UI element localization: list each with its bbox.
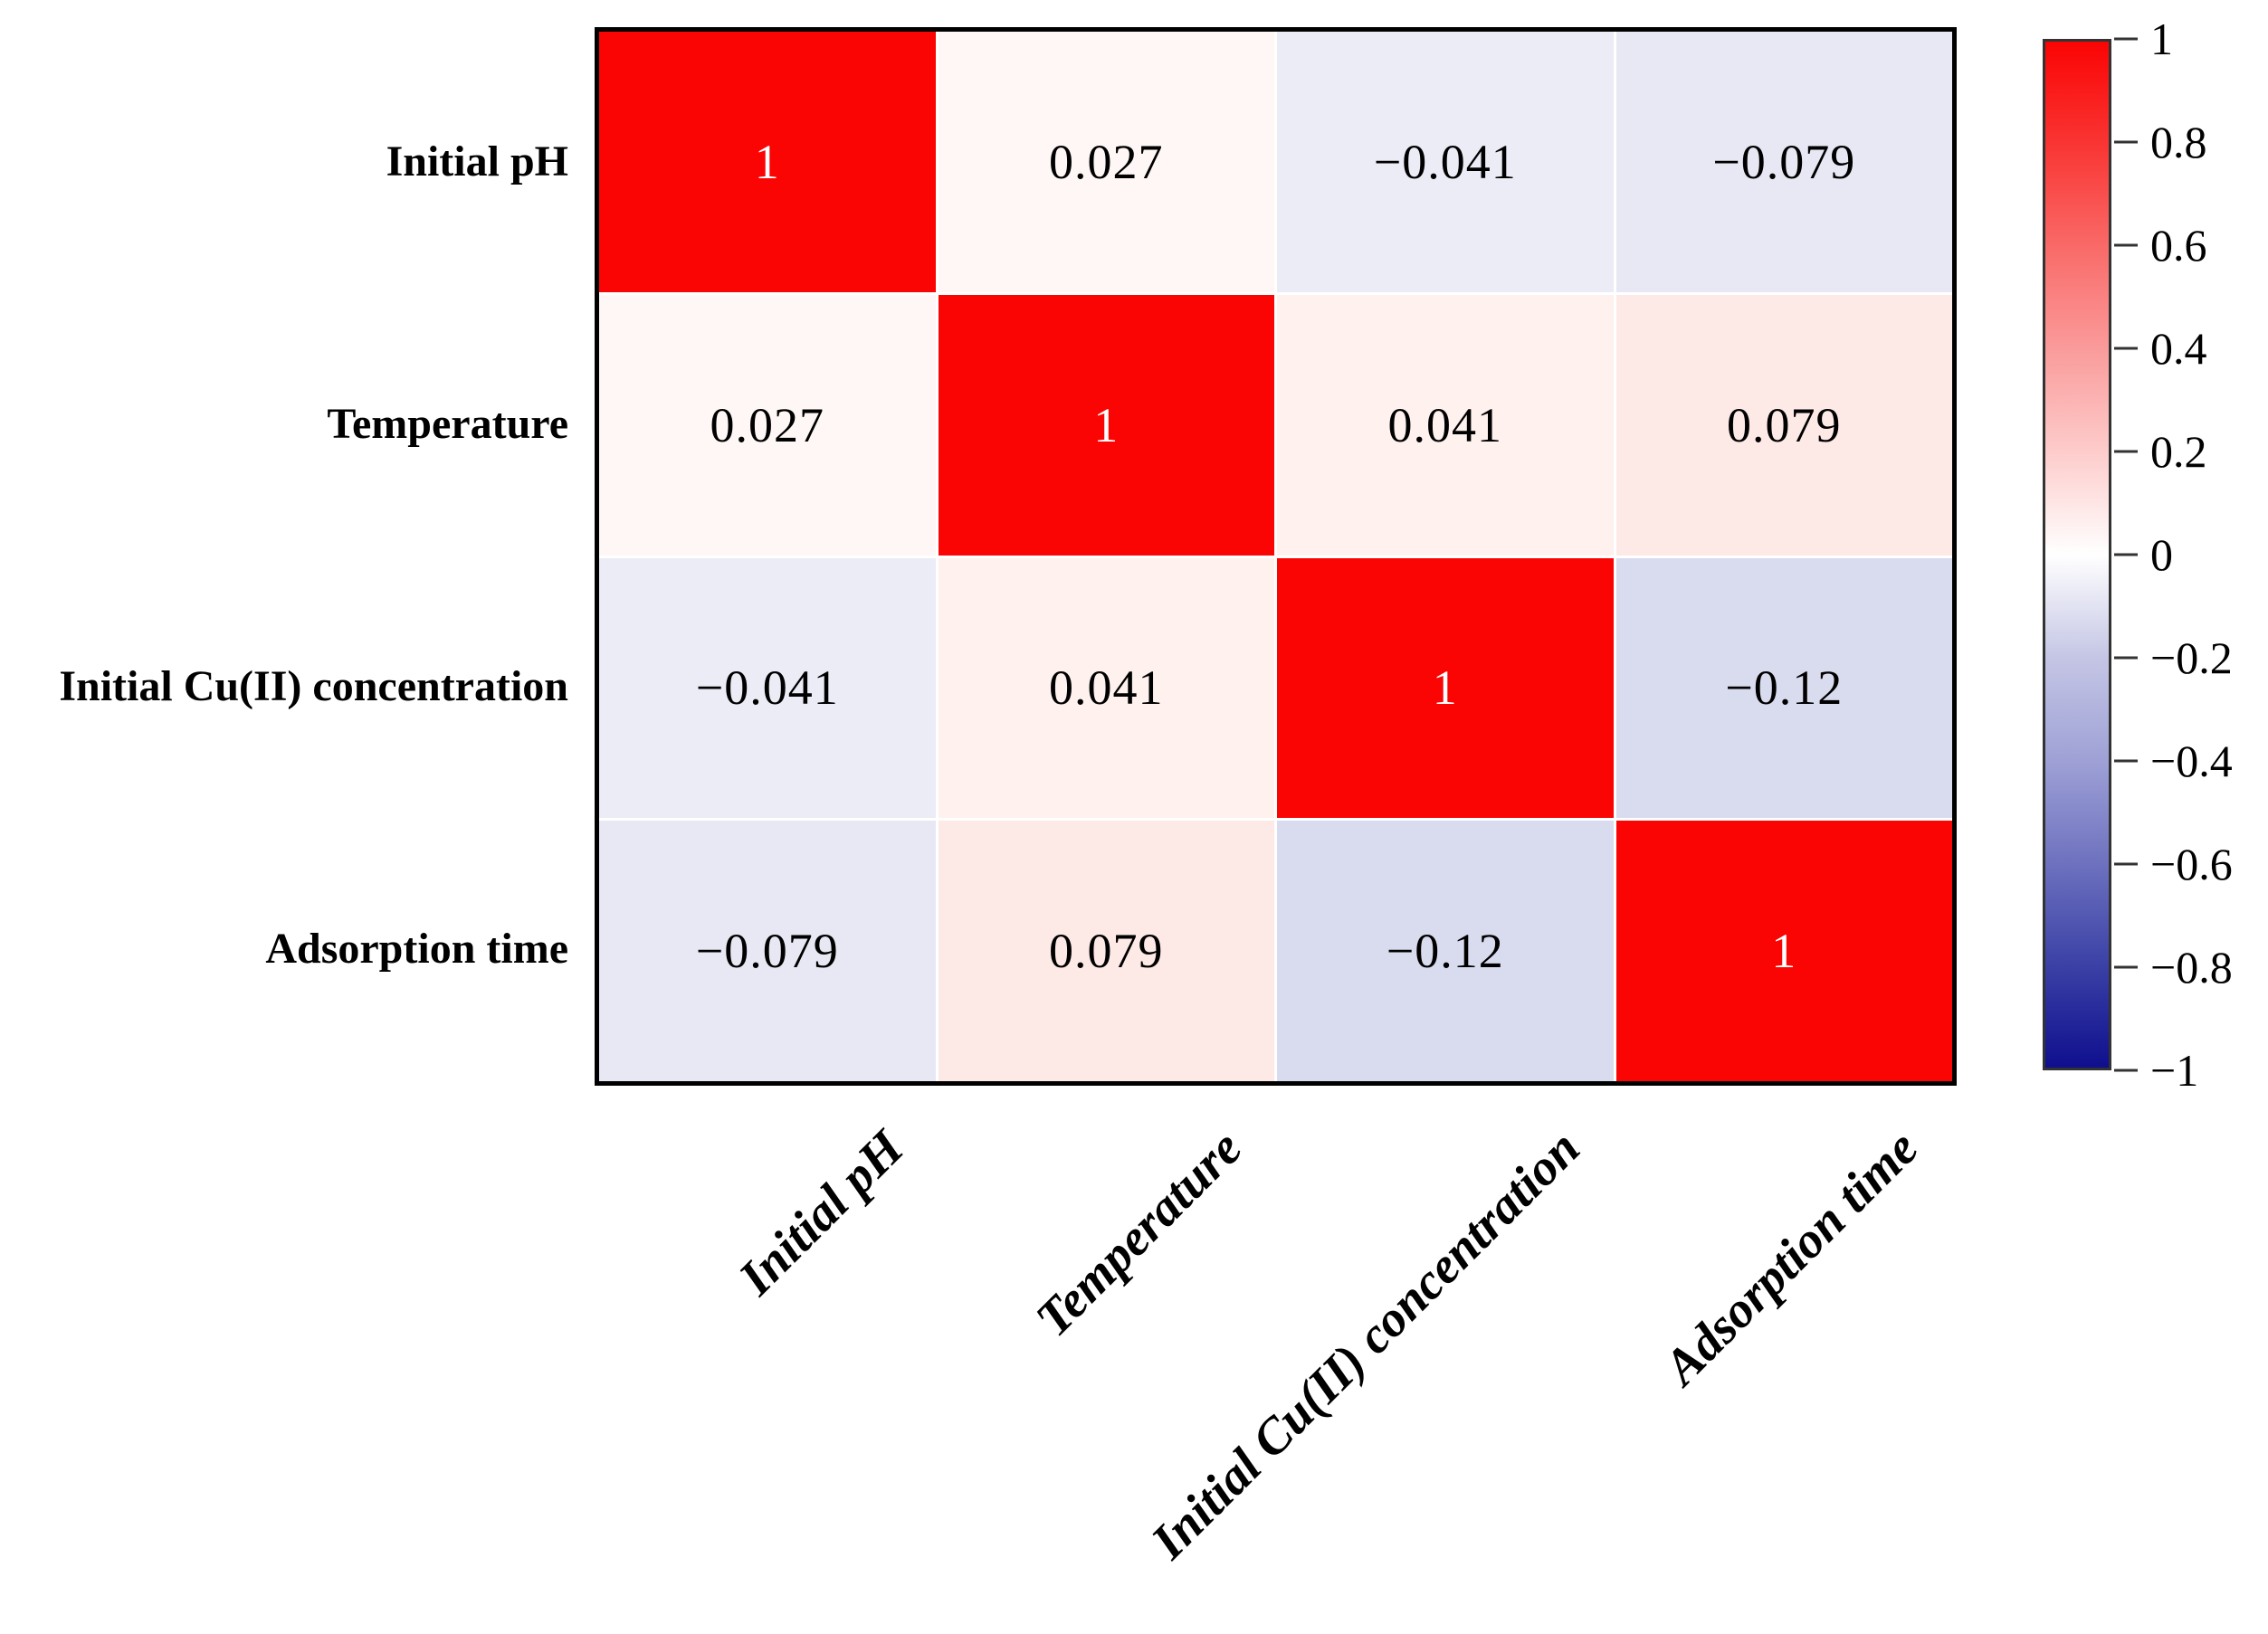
cell-value: 1 [1093,397,1120,452]
colorbar-tick-label: 0.6 [2150,220,2207,271]
y-axis-label: Temperature [327,400,568,449]
heatmap-grid: 1 0.027 −0.041 −0.079 0.027 1 0.041 0.079 −0.041… [595,27,1957,1086]
cell-value: 0.041 [1387,397,1502,452]
colorbar-tick [2114,656,2138,660]
heatmap-cell: −0.041 [1277,32,1614,292]
cell-value: 0.027 [710,397,824,452]
colorbar-tick [2114,450,2138,453]
heatmap-cell: 1 [599,32,936,292]
colorbar-tick-label: −0.2 [2150,632,2233,683]
colorbar-tick [2114,862,2138,866]
colorbar-tick [2114,1069,2138,1072]
colorbar-tick [2114,243,2138,247]
heatmap-cell: −0.12 [1615,557,1952,819]
cell-value: −0.079 [1712,134,1856,189]
heatmap-cell: 1 [1277,557,1614,819]
colorbar-tick-label: −0.6 [2150,839,2233,889]
heatmap-cell: 0.041 [1277,294,1614,556]
x-axis-label: Adsorption time [1653,1119,1930,1396]
heatmap-cell: 0.041 [938,557,1274,819]
heatmap-cell: 0.079 [1615,294,1952,556]
cell-value: 0.027 [1049,134,1164,189]
y-axis-label: Adsorption time [265,925,568,974]
colorbar-tick [2114,759,2138,763]
cell-value: 0.079 [1727,397,1842,452]
heatmap-cell: 0.027 [599,294,936,556]
cell-value: 1 [1771,924,1797,979]
x-axis-label: Temperature [1024,1119,1253,1348]
x-axis-label: Initial pH [729,1119,915,1306]
colorbar-tick [2114,140,2138,144]
cell-value: −0.079 [695,924,839,979]
colorbar-tick-label: 0.8 [2150,117,2207,167]
colorbar-tick-label: 0 [2150,529,2173,580]
colorbar [2043,39,2111,1070]
y-axis-label: Initial pH [386,138,568,186]
colorbar-tick-label: 0.2 [2150,426,2207,477]
colorbar-tick-label: −0.4 [2150,736,2233,786]
colorbar-tick-label: 0.4 [2150,323,2207,374]
heatmap-cell: 1 [1615,821,1952,1081]
heatmap-cell: −0.079 [599,821,936,1081]
cell-value: −0.12 [1386,924,1504,979]
colorbar-tick [2114,347,2138,350]
cell-value: 1 [1432,660,1458,716]
colorbar-tick [2114,965,2138,969]
heatmap-cell: −0.079 [1615,32,1952,292]
heatmap-cell: 1 [938,294,1274,556]
cell-value: 1 [754,134,780,189]
cell-value: 0.041 [1049,660,1164,716]
heatmap-cell: 0.027 [938,32,1274,292]
heatmap-cell: −0.12 [1277,821,1614,1081]
colorbar-tick-label: −0.8 [2150,942,2233,993]
cell-value: −0.12 [1725,660,1844,716]
colorbar-tick-label: −1 [2150,1045,2199,1096]
y-axis-label: Initial Cu(II) concentration [59,662,568,711]
cell-value: −0.041 [1373,134,1517,189]
colorbar-tick-label: 1 [2150,14,2173,64]
cell-value: 0.079 [1049,924,1164,979]
colorbar-tick [2114,37,2138,41]
cell-value: −0.041 [695,660,839,716]
y-axis-labels: Initial pH Temperature Initial Cu(II) conc… [0,32,581,1081]
heatmap-cell: −0.041 [599,557,936,819]
heatmap-cell: 0.079 [938,821,1274,1081]
colorbar-tick [2114,553,2138,556]
